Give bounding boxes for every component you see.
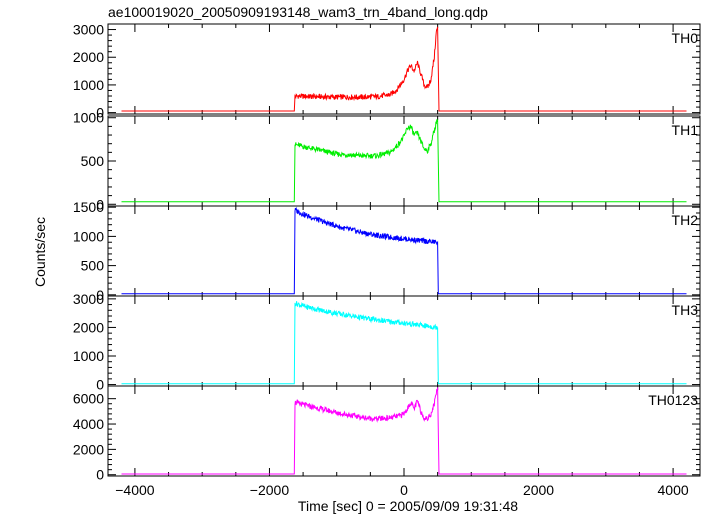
y-tick-label: 0 [96,377,104,393]
x-tick-label: 0 [400,482,408,498]
y-tick-label: 3000 [73,291,104,307]
panel-label: TH3 [672,302,699,318]
y-tick-label: 2000 [73,441,104,457]
y-tick-label: 1500 [73,199,104,215]
y-tick-label: 3000 [73,22,104,38]
y-tick-label: 1000 [73,228,104,244]
x-axis-label: Time [sec] 0 = 2005/09/09 19:31:48 [298,498,518,514]
y-axis-label: Counts/sec [32,217,48,287]
panel-th1: 0 500 1000 TH1 [73,110,701,212]
panel-frame [107,23,701,115]
y-tick-label: 500 [81,153,105,169]
panel-label: TH0123 [648,392,698,408]
panel-frame [107,385,701,477]
y-tick-label: 0 [96,105,104,121]
panel-th2: 0 500 1000 1500 TH2 [73,199,701,303]
panel-label: TH1 [672,122,699,138]
panel-frame [107,205,701,297]
series-line-th1 [121,118,687,203]
chart-title: ae100019020_20050909193148_wam3_trn_4ban… [108,4,488,20]
y-tick-label: 2000 [73,49,104,65]
y-tick-label: 2000 [73,319,104,335]
y-tick-label: 4000 [73,416,104,432]
y-tick-label: 1000 [73,77,104,93]
panel-th0: 0 1000 2000 3000 TH0 [73,22,701,121]
series-line-th3 [121,301,687,385]
series-line-th0 [121,26,687,112]
x-tick-label: 4000 [658,482,689,498]
y-tick-label: 6000 [73,391,104,407]
x-tick-label: −2000 [250,482,290,498]
panel-label: TH2 [672,212,699,228]
y-tick-label: 500 [81,258,105,274]
y-tick-label: 1000 [73,110,104,126]
series-line-th2 [121,206,687,295]
y-tick-label: 0 [96,196,104,212]
y-tick-label: 0 [96,467,104,483]
y-tick-label: 1000 [73,348,104,364]
panel-th0123: 0 2000 4000 6000 TH0123 [73,385,701,483]
panels: 0100020003000TH005001000TH1050010001500T… [73,22,701,498]
panel-frame [107,295,701,387]
y-tick-label: 0 [96,287,104,303]
series-line-th0123 [121,387,687,475]
panel-frame [107,115,701,207]
x-tick-label: −4000 [115,482,155,498]
panel-th3: 0 1000 2000 3000 TH3 [73,291,701,393]
panel-label: TH0 [672,30,699,46]
x-tick-label: 2000 [523,482,554,498]
